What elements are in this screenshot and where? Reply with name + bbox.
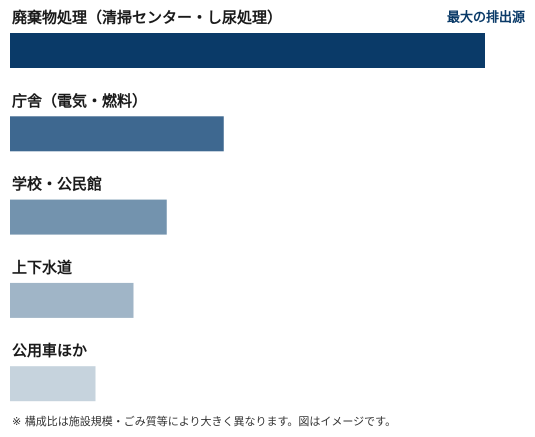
category-label: 学校・公民館 (12, 175, 102, 193)
bar (10, 116, 224, 152)
category-label: 廃棄物処理（清掃センター・し尿処理） (12, 9, 282, 27)
bar (10, 282, 134, 318)
bar (10, 199, 167, 235)
bar (10, 366, 96, 402)
category-label: 上下水道 (12, 258, 72, 276)
note: ※ 構成比は施設規模・ごみ質等により大きく異なります。図はイメージです。 (12, 414, 396, 428)
category-label: 庁舎（電気・燃料） (11, 92, 147, 110)
annotation: 最大の排出源 (447, 10, 525, 26)
bar (10, 33, 485, 68)
category-label: 公用車ほか (12, 342, 87, 360)
